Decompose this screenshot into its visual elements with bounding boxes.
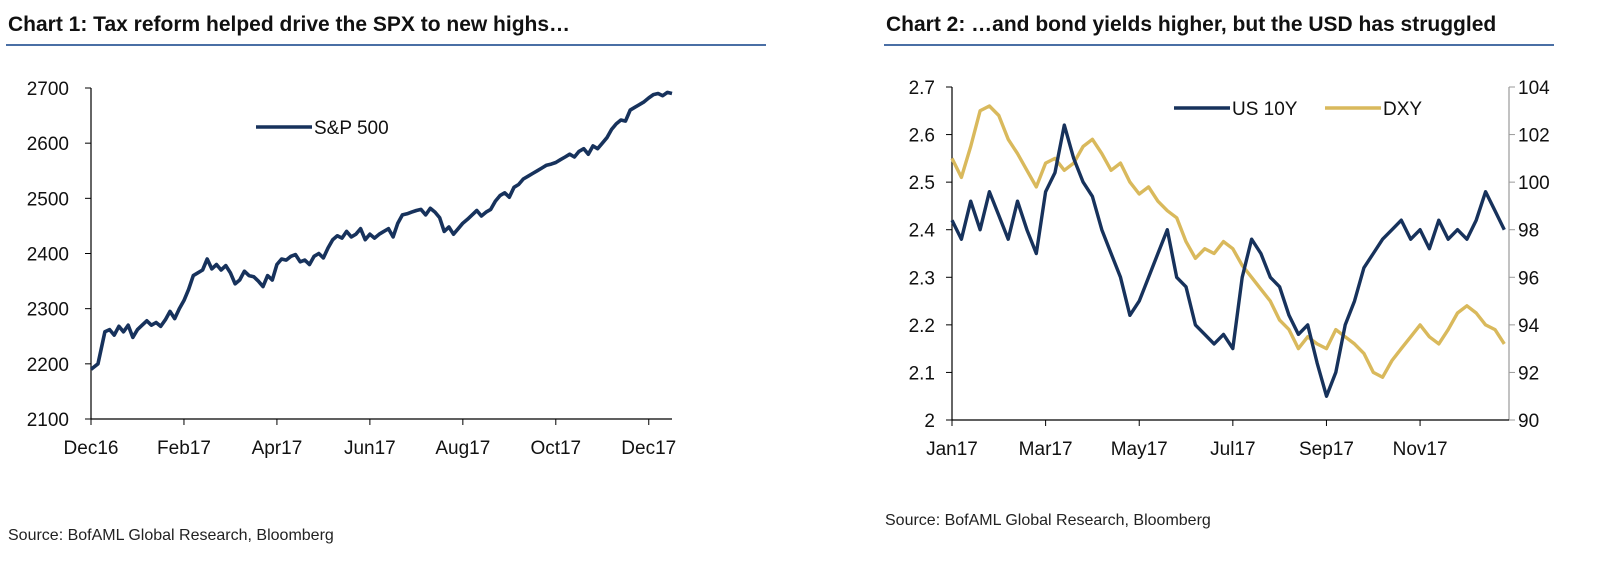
x-tick-label: Jan17 <box>926 439 978 460</box>
x-tick-label: Feb17 <box>157 438 211 459</box>
right-y-tick-label: 104 <box>1518 78 1550 99</box>
chart-2-source: Source: BofAML Global Research, Bloomber… <box>885 512 1211 529</box>
left-y-tick-label: 2.4 <box>909 221 936 242</box>
x-tick-label: Sep17 <box>1299 439 1354 460</box>
chart-2-panel: Chart 2: …and bond yields higher, but th… <box>884 0 1616 566</box>
series-line-us10y <box>950 123 1506 398</box>
x-tick-label: Aug17 <box>435 438 490 459</box>
x-tick-label: Apr17 <box>252 438 303 459</box>
right-y-tick-label: 94 <box>1518 316 1540 337</box>
left-y-tick-label: 2.6 <box>909 126 935 147</box>
chart-1-panel: Chart 1: Tax reform helped drive the SPX… <box>0 0 800 566</box>
right-y-tick-label: 90 <box>1518 411 1539 432</box>
right-y-tick-label: 102 <box>1518 126 1550 147</box>
chart-1-title-rule <box>6 44 766 46</box>
right-y-tick-label: 96 <box>1518 268 1539 289</box>
chart-2-plot: 2 2.1 2.2 2.3 2.4 2.5 2.6 2.7 90 92 94 96 98 100 102 10… <box>909 78 1551 460</box>
x-tick-label: Mar17 <box>1019 439 1073 460</box>
chart-1-source: Source: BofAML Global Research, Bloomber… <box>8 527 334 544</box>
left-y-tick-label: 2.3 <box>909 268 935 289</box>
y-tick-label: 2200 <box>27 355 69 376</box>
left-y-tick-label: 2.1 <box>909 363 935 384</box>
y-tick-label: 2300 <box>27 300 69 321</box>
series-line-sp500 <box>89 90 673 371</box>
left-y-tick-label: 2.2 <box>909 316 935 337</box>
legend-label-sp500: S&P 500 <box>314 118 389 139</box>
legend-label-dxy: DXY <box>1383 99 1422 120</box>
x-tick-label: Dec17 <box>621 438 676 459</box>
legend-label-us10y: US 10Y <box>1232 99 1298 120</box>
chart-1-plot: 2100 2200 2300 2400 2500 2600 2700 Dec16 Feb17 Ap… <box>27 79 677 459</box>
chart-2-title-rule <box>884 44 1554 46</box>
right-y-tick-label: 92 <box>1518 363 1539 384</box>
y-tick-label: 2700 <box>27 79 69 100</box>
left-y-tick-label: 2.5 <box>909 173 935 194</box>
y-tick-label: 2400 <box>27 245 69 266</box>
right-y-tick-label: 98 <box>1518 221 1539 242</box>
y-tick-label: 2500 <box>27 189 69 210</box>
chart-2-title: Chart 2: …and bond yields higher, but th… <box>886 13 1497 36</box>
y-tick-label: 2100 <box>27 410 69 431</box>
chart-1-title: Chart 1: Tax reform helped drive the SPX… <box>8 13 571 36</box>
x-tick-label: May17 <box>1111 439 1168 460</box>
x-tick-label: Jun17 <box>344 438 396 459</box>
y-tick-label: 2600 <box>27 134 69 155</box>
right-y-tick-label: 100 <box>1518 173 1550 194</box>
x-tick-label: Nov17 <box>1393 439 1448 460</box>
left-y-tick-label: 2.7 <box>909 78 935 99</box>
x-tick-label: Oct17 <box>530 438 581 459</box>
x-tick-label: Dec16 <box>64 438 119 459</box>
left-y-tick-label: 2 <box>924 411 935 432</box>
x-tick-label: Jul17 <box>1210 439 1255 460</box>
series-line-dxy <box>950 104 1506 379</box>
